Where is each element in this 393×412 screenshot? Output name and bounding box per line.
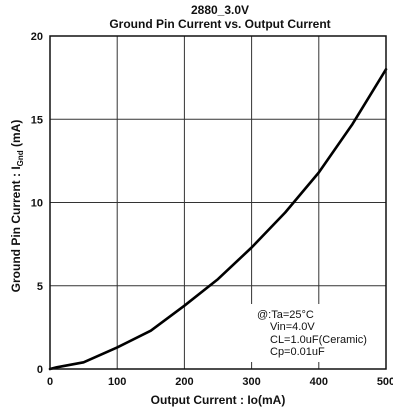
- x-tick-label: 500: [377, 376, 393, 388]
- y-tick-label: 5: [37, 281, 43, 293]
- y-tick-labels: 0 5 10 15 20: [31, 31, 43, 376]
- x-tick-label: 300: [242, 376, 260, 388]
- annotation-box: [250, 304, 380, 362]
- grid: [50, 36, 386, 369]
- y-tick-label: 10: [31, 198, 43, 210]
- y-axis-label-main: Ground Pin Current : I: [9, 166, 23, 292]
- annotation-cl: CL=1.0uF(Ceramic): [270, 334, 367, 346]
- y-axis-label: Ground Pin Current : IGnd (mA): [9, 120, 25, 293]
- chart-title: 2880_3.0V: [191, 3, 249, 17]
- chart-subtitle: Ground Pin Current vs. Output Current: [109, 17, 330, 31]
- x-tick-labels: 0 100 200 300 400 500: [47, 376, 393, 388]
- y-axis-label-unit: (mA): [9, 120, 23, 151]
- series: [48, 68, 388, 371]
- y-axis-label-sub: Gnd: [16, 150, 25, 166]
- x-tick-label: 400: [310, 376, 328, 388]
- y-tick-label: 20: [31, 31, 43, 43]
- x-tick-label: 200: [175, 376, 193, 388]
- y-tick-label: 0: [37, 364, 43, 376]
- x-tick-label: 0: [47, 376, 53, 388]
- plot-frame: [49, 35, 387, 370]
- annotation-vin: Vin=4.0V: [270, 321, 315, 333]
- annotation-cp: Cp=0.01uF: [270, 346, 325, 358]
- series-line: [48, 68, 388, 371]
- annotation-temp: @:Ta=25°C: [257, 309, 314, 321]
- x-tick-label: 100: [108, 376, 126, 388]
- y-tick-label: 15: [31, 114, 43, 126]
- x-axis-label: Output Current : Io(mA): [151, 393, 286, 407]
